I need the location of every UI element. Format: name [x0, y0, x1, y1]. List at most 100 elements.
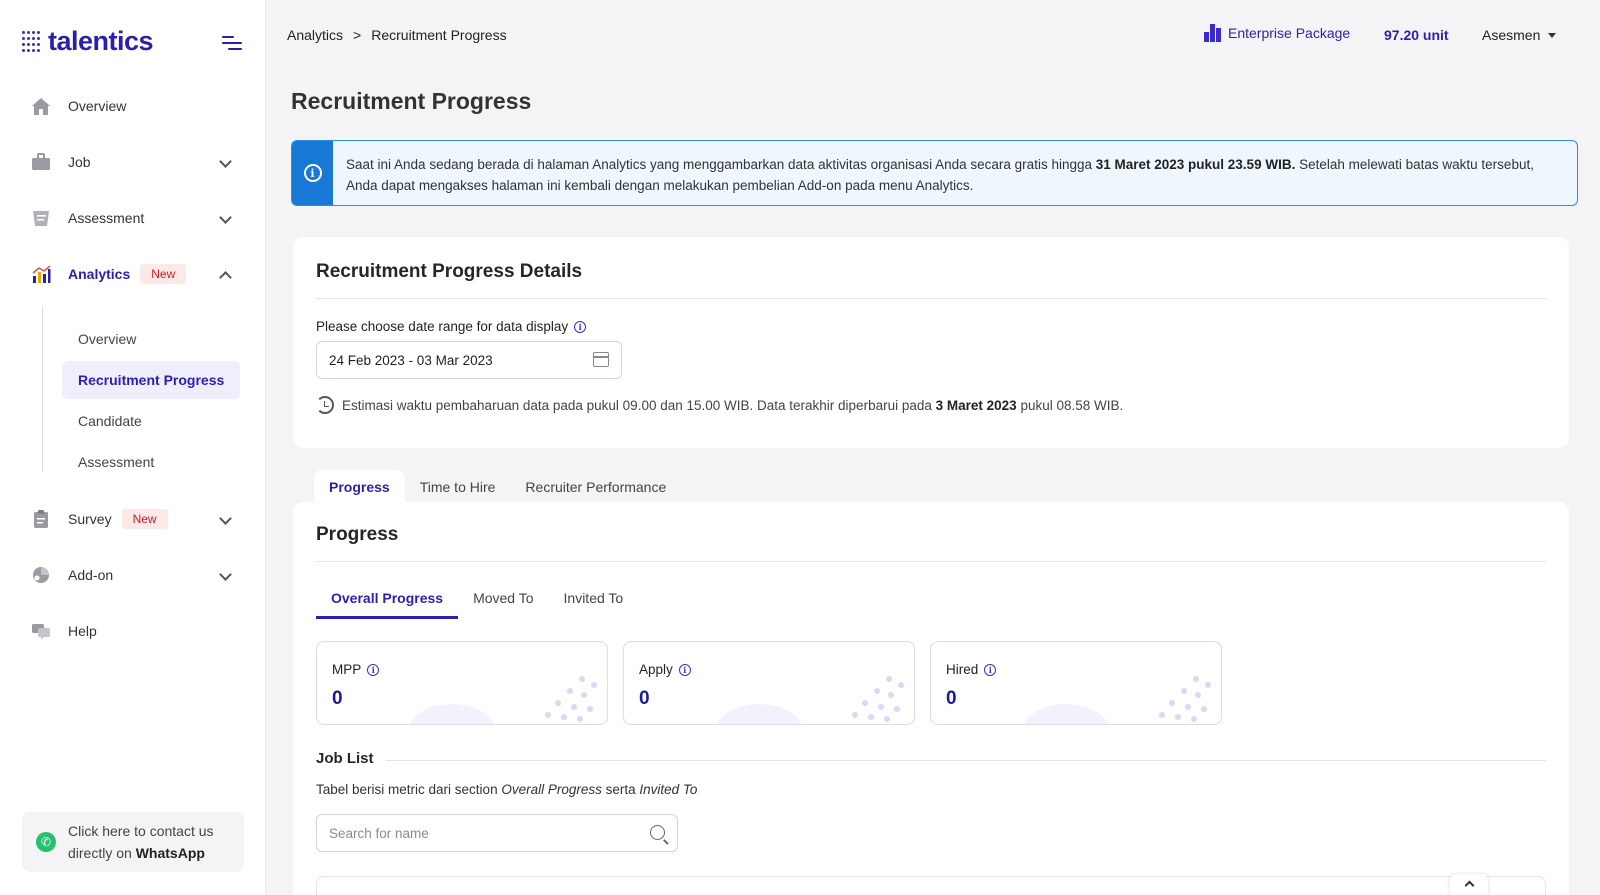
calendar-icon	[593, 352, 609, 367]
sidebar-subitem-recruitment-progress[interactable]: Recruitment Progress	[62, 361, 240, 399]
metric-wave	[407, 704, 497, 724]
subtab-moved-to[interactable]: Moved To	[473, 590, 534, 606]
whatsapp-text: Click here to contact us directly on Wha…	[68, 820, 214, 864]
main-tabs: Progress Time to Hire Recruiter Performa…	[314, 470, 681, 504]
details-title: Recruitment Progress Details	[316, 261, 583, 282]
sidebar-subitem-candidate[interactable]: Candidate	[78, 413, 142, 429]
metric-wave	[1021, 704, 1111, 724]
whatsapp-contact[interactable]: ✆ Click here to contact us directly on W…	[22, 812, 244, 872]
job-list-description: Tabel berisi metric dari section Overall…	[316, 782, 697, 797]
info-icon[interactable]: i	[574, 320, 587, 333]
metric-card-apply: Apply i 0	[623, 641, 915, 725]
user-name: Asesmen	[1482, 27, 1541, 43]
briefcase-icon	[30, 152, 52, 172]
logo[interactable]: talentics	[22, 26, 154, 57]
sidebar-item-job[interactable]: Job	[30, 145, 240, 179]
date-range-picker[interactable]: 24 Feb 2023 - 03 Mar 2023	[316, 341, 622, 379]
date-range-label-text: Please choose date range for data displa…	[316, 319, 569, 334]
breadcrumb: Analytics > Recruitment Progress	[287, 27, 507, 43]
refresh-clock-icon	[316, 396, 334, 414]
estimate-text-1: Estimasi waktu pembaharuan data pada puk…	[342, 397, 936, 413]
new-badge: New	[140, 264, 187, 284]
assessment-icon	[30, 208, 52, 228]
chevron-up-icon	[1464, 880, 1474, 891]
sidebar-item-survey[interactable]: Survey New	[30, 502, 240, 536]
date-range-label: Please choose date range for data displa…	[316, 319, 587, 334]
search-input[interactable]	[329, 815, 629, 851]
banner-bold: 31 Maret 2023 pukul 23.59 WIB.	[1095, 157, 1296, 172]
estimate-bold: 3 Maret 2023	[935, 397, 1017, 413]
job-table	[316, 876, 1546, 895]
new-badge: New	[121, 509, 168, 529]
sidebar-item-overview[interactable]: Overview	[30, 89, 240, 123]
sidebar-item-analytics[interactable]: Analytics New	[30, 257, 240, 291]
info-icon[interactable]: i	[367, 663, 380, 676]
metric-card-mpp: MPP i 0	[316, 641, 608, 725]
dots-decoration	[1155, 670, 1213, 722]
banner-text-2: Setelah melewati batas waktu tersebut, A…	[346, 157, 1534, 193]
chart-icon	[30, 264, 52, 284]
sidebar-item-label: Survey	[68, 511, 112, 527]
sidebar: talentics Overview Job Assessment Analyt…	[0, 0, 266, 895]
banner-text-1: Saat ini Anda sedang berada di halaman A…	[346, 157, 1096, 172]
breadcrumb-item-current: Recruitment Progress	[371, 27, 507, 43]
dots-decoration	[541, 670, 599, 722]
whatsapp-line2: directly on WhatsApp	[68, 842, 214, 864]
scroll-to-top-button[interactable]	[1450, 874, 1488, 895]
whatsapp-line2-prefix: directly on	[68, 845, 132, 861]
update-estimate: Estimasi waktu pembaharuan data pada puk…	[316, 396, 1123, 414]
subtab-overall-progress[interactable]: Overall Progress	[316, 584, 459, 619]
enterprise-package-link[interactable]: Enterprise Package	[1204, 24, 1350, 42]
unit-balance: 97.20 unit	[1384, 27, 1449, 43]
chat-help-icon	[30, 621, 52, 641]
breadcrumb-item-analytics[interactable]: Analytics	[287, 27, 344, 43]
sidebar-item-assessment[interactable]: Assessment	[30, 201, 240, 235]
date-range-value: 24 Feb 2023 - 03 Mar 2023	[329, 352, 493, 368]
chevron-down-icon	[219, 512, 232, 525]
metric-wave	[714, 704, 804, 724]
sidebar-item-label: Assessment	[68, 210, 145, 226]
logo-text: talentics	[48, 26, 154, 56]
sidebar-item-label: Overview	[68, 98, 127, 114]
job-list-desc-1: Tabel berisi metric dari section	[316, 782, 502, 797]
progress-title: Progress	[316, 524, 399, 545]
job-list-desc-em2: Invited To	[639, 782, 698, 797]
whatsapp-icon: ✆	[36, 832, 56, 852]
estimate-text-2: pukul 08.58 WIB.	[1016, 397, 1124, 413]
chevron-up-icon	[219, 271, 232, 284]
update-estimate-text: Estimasi waktu pembaharuan data pada puk…	[342, 398, 1123, 413]
tab-recruiter-performance[interactable]: Recruiter Performance	[525, 479, 667, 495]
job-list-desc-em1: Overall Progress	[501, 782, 602, 797]
chevron-down-icon	[219, 568, 232, 581]
tab-time-to-hire[interactable]: Time to Hire	[419, 479, 496, 495]
job-list-desc-2: serta	[601, 782, 640, 797]
tab-progress[interactable]: Progress	[314, 470, 405, 504]
info-banner-text: Saat ini Anda sedang berada di halaman A…	[346, 154, 1556, 196]
details-card: Recruitment Progress Details Please choo…	[293, 237, 1569, 448]
info-icon[interactable]: i	[984, 663, 997, 676]
metric-label: Hired i	[946, 662, 997, 677]
search-box	[316, 814, 678, 852]
sidebar-item-label: Add-on	[68, 567, 114, 583]
home-icon	[30, 96, 52, 116]
info-icon[interactable]: i	[678, 663, 691, 676]
progress-card: Progress Overall Progress Moved To Invit…	[293, 502, 1569, 895]
subtab-invited-to[interactable]: Invited To	[563, 590, 624, 606]
sidebar-subitem-overview[interactable]: Overview	[78, 331, 137, 347]
submenu-line	[42, 306, 43, 472]
sidebar-item-add-on[interactable]: Add-on	[30, 558, 240, 592]
metric-label: Apply i	[639, 662, 691, 677]
metric-value: 0	[946, 688, 957, 709]
metric-card-hired: Hired i 0	[930, 641, 1222, 725]
info-banner: i Saat ini Anda sedang berada di halaman…	[291, 140, 1578, 206]
divider	[316, 298, 1546, 299]
metric-label-text: MPP	[332, 662, 362, 677]
search-icon[interactable]	[650, 825, 665, 840]
user-menu[interactable]: Asesmen	[1482, 27, 1557, 43]
sidebar-item-help[interactable]: Help	[30, 614, 240, 648]
puzzle-icon	[30, 565, 52, 585]
sidebar-item-label: Job	[68, 154, 91, 170]
chevron-down-icon	[219, 155, 232, 168]
sidebar-subitem-assessment[interactable]: Assessment	[78, 454, 155, 470]
menu-toggle-icon[interactable]	[222, 36, 242, 52]
